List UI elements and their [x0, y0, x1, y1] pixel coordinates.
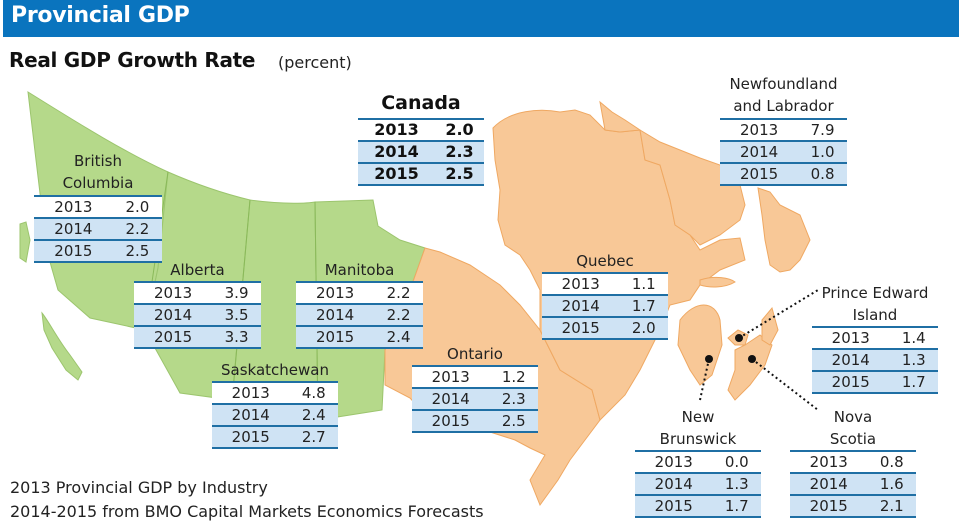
unit-label: (percent) [278, 53, 352, 72]
chart-subtitle: Real GDP Growth Rate [9, 48, 256, 72]
alberta-table: 2013 3.9 2014 3.5 2015 3.3 [134, 281, 261, 349]
pointer-dots [705, 334, 756, 363]
saskatchewan-table: 2013 4.8 2014 2.4 2015 2.7 [212, 381, 338, 449]
table-row: 2014 2.2 [34, 218, 162, 240]
quebec-label: Quebec [576, 252, 634, 270]
table-row: 2015 2.5 [358, 163, 484, 185]
manitoba-table: 2013 2.2 2014 2.2 2015 2.4 [296, 281, 423, 349]
pointer-lines [699, 289, 819, 411]
nb-table: 2013 0.0 2014 1.3 2015 1.7 [635, 450, 761, 518]
table-row: 2014 1.3 [635, 473, 761, 495]
table-row: 2013 7.9 [720, 119, 847, 141]
source-note-line1: 2013 Provincial GDP by Industry [10, 478, 268, 497]
table-row: 2015 2.4 [296, 326, 423, 348]
table-row: 2013 3.9 [134, 282, 261, 304]
cape-breton-region [761, 306, 779, 346]
table-row: 2014 1.0 [720, 141, 847, 163]
ns-table: 2013 0.8 2014 1.6 2015 2.1 [790, 450, 916, 518]
labrador-region [599, 100, 746, 246]
table-row: 2013 2.0 [358, 119, 484, 141]
nb-label: New Brunswick [659, 408, 737, 448]
ontario-label: Ontario [447, 345, 503, 363]
western-borders [144, 171, 319, 421]
bc-table: 2013 2.0 2014 2.2 2015 2.5 [34, 195, 162, 263]
nb-dot [705, 355, 713, 363]
table-row: 2015 2.1 [790, 495, 916, 517]
alberta-region [144, 171, 251, 401]
bc-label: British Columbia [62, 152, 134, 192]
quebec-table: 2013 1.1 2014 1.7 2015 2.0 [542, 272, 668, 340]
bc-north-island [19, 221, 31, 263]
table-row: 2014 2.2 [296, 304, 423, 326]
table-row: 2014 1.7 [542, 295, 668, 317]
pei-dot [735, 334, 743, 342]
newfoundland-island [757, 187, 811, 273]
new-brunswick-region [677, 304, 723, 386]
bc-region [27, 91, 169, 331]
table-row: 2014 2.3 [358, 141, 484, 163]
ns-dot [748, 355, 756, 363]
pei-pointer [738, 289, 819, 339]
table-row: 2013 1.4 [812, 327, 938, 349]
table-row: 2013 0.0 [635, 451, 761, 473]
table-row: 2013 0.8 [790, 451, 916, 473]
nl-label: Newfoundland and Labrador [729, 75, 838, 115]
table-row: 2015 2.5 [34, 240, 162, 262]
ontario-table: 2013 1.2 2014 2.3 2015 2.5 [412, 365, 538, 433]
alberta-label: Alberta [170, 261, 225, 279]
nova-scotia-region [727, 334, 773, 401]
table-row: 2015 2.5 [412, 410, 538, 432]
table-row: 2014 2.4 [212, 404, 338, 426]
title-banner: Provincial GDP [3, 0, 959, 37]
manitoba-label: Manitoba [324, 261, 395, 279]
table-row: 2014 2.3 [412, 388, 538, 410]
ns-label: Nova Scotia [829, 408, 877, 448]
table-row: 2014 1.6 [790, 473, 916, 495]
page-title: Provincial GDP [11, 3, 190, 28]
pei-label: Prince Edward Island [821, 284, 929, 324]
table-row: 2015 0.8 [720, 163, 847, 185]
table-row: 2015 1.7 [812, 371, 938, 393]
source-note-line2: 2014-2015 from BMO Capital Markets Econo… [10, 502, 484, 521]
table-row: 2015 2.0 [542, 317, 668, 339]
table-row: 2013 1.1 [542, 273, 668, 295]
anticosti-island [699, 276, 736, 288]
table-row: 2014 3.5 [134, 304, 261, 326]
nl-table: 2013 7.9 2014 1.0 2015 0.8 [720, 118, 847, 186]
nb-pointer [699, 358, 710, 401]
table-row: 2013 1.2 [412, 366, 538, 388]
table-row: 2013 2.0 [34, 196, 162, 218]
canada-label: Canada [381, 92, 461, 114]
pei-table: 2013 1.4 2014 1.3 2015 1.7 [812, 326, 938, 394]
table-row: 2013 2.2 [296, 282, 423, 304]
table-row: 2015 1.7 [635, 495, 761, 517]
eastern-provinces [384, 100, 811, 507]
ns-pointer [751, 358, 819, 411]
saskatchewan-label: Saskatchewan [221, 361, 329, 379]
bc-island [41, 311, 83, 381]
canada-table: 2013 2.0 2014 2.3 2015 2.5 [358, 118, 484, 186]
table-row: 2013 4.8 [212, 382, 338, 404]
table-row: 2014 1.3 [812, 349, 938, 371]
table-row: 2015 3.3 [134, 326, 261, 348]
table-row: 2015 2.7 [212, 426, 338, 448]
ontario-region [384, 247, 601, 507]
quebec-region [492, 109, 746, 421]
